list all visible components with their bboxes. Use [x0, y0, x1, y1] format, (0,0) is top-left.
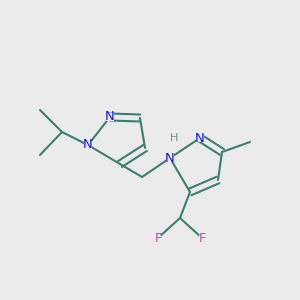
FancyBboxPatch shape	[196, 134, 204, 142]
FancyBboxPatch shape	[171, 135, 177, 141]
FancyBboxPatch shape	[106, 113, 114, 121]
Text: N: N	[105, 110, 115, 124]
Text: N: N	[165, 152, 175, 164]
Text: F: F	[154, 232, 162, 244]
Text: N: N	[195, 131, 205, 145]
Text: F: F	[198, 232, 206, 244]
Text: H: H	[170, 133, 178, 143]
FancyBboxPatch shape	[199, 235, 206, 242]
FancyBboxPatch shape	[84, 141, 92, 148]
FancyBboxPatch shape	[154, 235, 161, 242]
FancyBboxPatch shape	[167, 154, 174, 162]
Text: N: N	[83, 139, 93, 152]
